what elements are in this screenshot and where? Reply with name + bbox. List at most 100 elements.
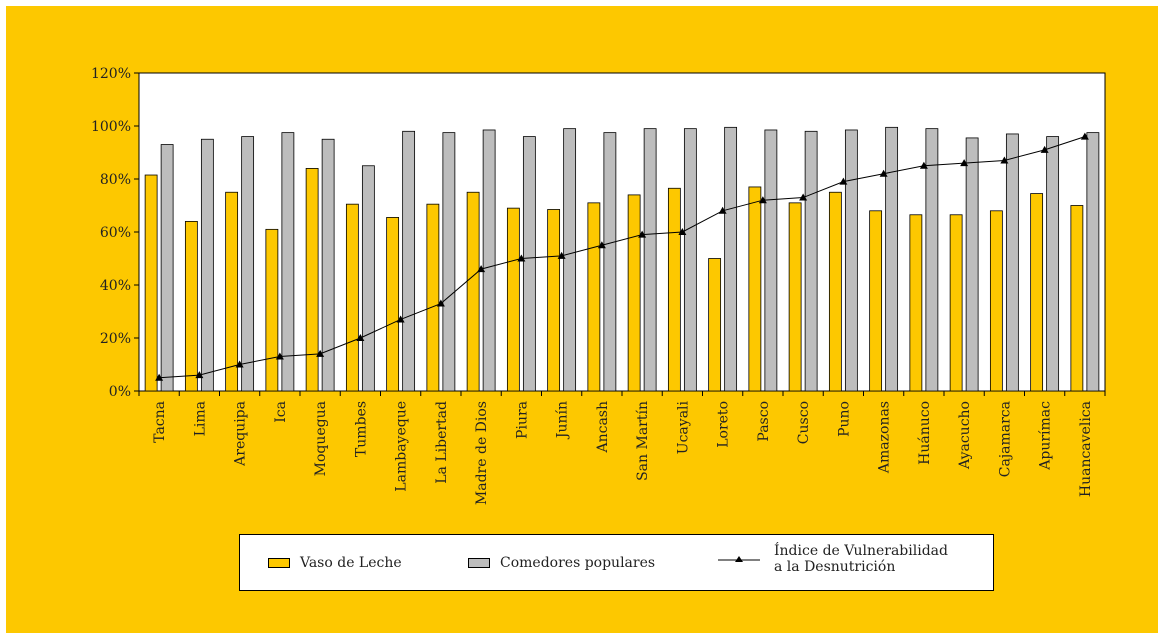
x-category-label: Cusco <box>796 401 812 444</box>
bar-vaso-leche <box>265 228 279 392</box>
x-category-label: Loreto <box>716 401 732 448</box>
bar-vaso-leche <box>1030 193 1044 392</box>
legend: Vaso de Leche Comedores populares Índice… <box>239 534 994 591</box>
y-tick-label: 0% <box>109 384 131 400</box>
x-category-label: Madre de Dios <box>474 401 490 505</box>
x-category-label: Pasco <box>756 401 772 442</box>
marker-indice-point <box>155 373 164 381</box>
bar-comedores-populares <box>683 128 697 392</box>
marker-indice-point <box>758 196 767 204</box>
legend-item-vaso: Vaso de Leche <box>268 555 402 571</box>
plot-area <box>138 72 1106 392</box>
marker-indice-point <box>356 334 365 341</box>
bar-vaso-leche <box>386 217 400 392</box>
bar-comedores-populares <box>361 165 375 392</box>
bar-vaso-leche <box>869 210 883 392</box>
bar-vaso-leche <box>949 214 963 392</box>
bar-vaso-leche <box>426 203 440 392</box>
marker-indice-point <box>718 206 727 214</box>
x-category-label: Tumbes <box>353 401 369 457</box>
bar-comedores-populares <box>643 128 657 392</box>
bar-comedores-populares <box>442 132 456 392</box>
marker-indice-point <box>960 159 969 167</box>
bar-vaso-leche <box>748 186 762 392</box>
legend-item-indice: Índice de Vulnerabilidad a la Desnutrici… <box>718 543 948 575</box>
x-category-label: Puno <box>836 401 852 437</box>
bar-vaso-leche <box>667 187 681 392</box>
bar-vaso-leche <box>627 194 641 392</box>
bar-comedores-populares <box>200 138 214 392</box>
bar-comedores-populares <box>965 137 979 392</box>
x-category-label: San Martín <box>635 401 651 481</box>
bar-comedores-populares <box>281 132 295 392</box>
bar-comedores-populares <box>1086 132 1100 392</box>
bar-comedores-populares <box>724 126 738 392</box>
x-category-label: Lambayeque <box>394 401 410 492</box>
chart: 0% 20% 40% 60% 80% 100% 120% Tacna Lima Arequipa… <box>91 66 1106 505</box>
bar-vaso-leche <box>184 220 198 392</box>
y-tick-label: 60% <box>100 225 131 241</box>
y-tick-label: 20% <box>100 331 131 347</box>
x-category-label: Ica <box>273 401 289 423</box>
bar-comedores-populares <box>925 128 939 392</box>
y-tick-label: 120% <box>91 66 131 82</box>
bar-comedores-populares <box>885 126 899 392</box>
x-category-label: Ancash <box>595 401 611 454</box>
bar-vaso-leche <box>305 167 319 392</box>
bar-vaso-leche <box>1070 205 1084 392</box>
bar-vaso-leche <box>708 258 722 392</box>
marker-indice-point <box>638 230 647 238</box>
bar-comedores-populares <box>160 144 174 392</box>
marker-indice-point <box>235 360 244 368</box>
marker-indice-point <box>316 349 325 357</box>
marker-indice-point <box>477 265 486 273</box>
bar-vaso-leche <box>466 191 480 392</box>
chart-frame: 0% 20% 40% 60% 80% 100% 120% Tacna Lima Arequipa… <box>6 6 1158 633</box>
bar-comedores-populares <box>402 130 416 392</box>
bar-vaso-leche <box>144 174 158 392</box>
legend-line-icon <box>718 556 760 562</box>
marker-indice-point <box>517 254 526 262</box>
y-tick-label: 100% <box>91 119 131 135</box>
bar-comedores-populares <box>482 129 496 392</box>
bar-vaso-leche <box>225 191 239 392</box>
x-category-label: Apurímac <box>1038 401 1054 471</box>
x-category-label: Junín <box>555 401 571 440</box>
legend-label-comedores: Comedores populares <box>500 555 656 571</box>
bar-vaso-leche <box>788 202 802 392</box>
x-category-label: Amazonas <box>877 401 893 474</box>
bar-comedores-populares <box>764 129 778 392</box>
y-tick-label: 40% <box>100 278 131 294</box>
x-category-label: Moquegua <box>313 401 329 476</box>
y-tick-label: 80% <box>100 172 131 188</box>
bar-comedores-populares <box>844 129 858 392</box>
marker-indice-point <box>879 169 888 177</box>
legend-swatch-vaso <box>268 558 290 568</box>
legend-item-comedores: Comedores populares <box>468 555 655 571</box>
marker-indice-point <box>919 161 928 169</box>
bar-vaso-leche <box>828 191 842 392</box>
bar-comedores-populares <box>603 132 617 392</box>
legend-label-vaso: Vaso de Leche <box>300 555 402 571</box>
bar-vaso-leche <box>547 209 561 392</box>
bar-comedores-populares <box>563 128 577 392</box>
marker-indice-point <box>396 315 405 323</box>
x-category-label: Huancavelica <box>1078 401 1094 497</box>
legend-swatch-comedores <box>468 558 490 568</box>
x-category-label: Ucayali <box>675 400 691 454</box>
x-category-label: Piura <box>514 401 530 439</box>
bar-comedores-populares <box>804 130 818 392</box>
marker-indice-point <box>597 241 606 249</box>
marker-indice-point <box>1040 145 1049 153</box>
line-indice-vulnerabilidad <box>159 136 1086 379</box>
x-category-label: La Libertad <box>434 401 450 484</box>
bar-comedores-populares <box>241 136 255 392</box>
marker-indice-point <box>436 299 445 307</box>
x-category-label: Lima <box>192 401 208 436</box>
marker-indice-point <box>275 352 284 360</box>
marker-indice-point <box>1080 132 1089 140</box>
x-category-label: Huánuco <box>917 401 933 465</box>
x-category-label: Arequipa <box>233 401 249 467</box>
bar-vaso-leche <box>345 203 359 392</box>
x-category-label: Ayacucho <box>957 401 973 470</box>
